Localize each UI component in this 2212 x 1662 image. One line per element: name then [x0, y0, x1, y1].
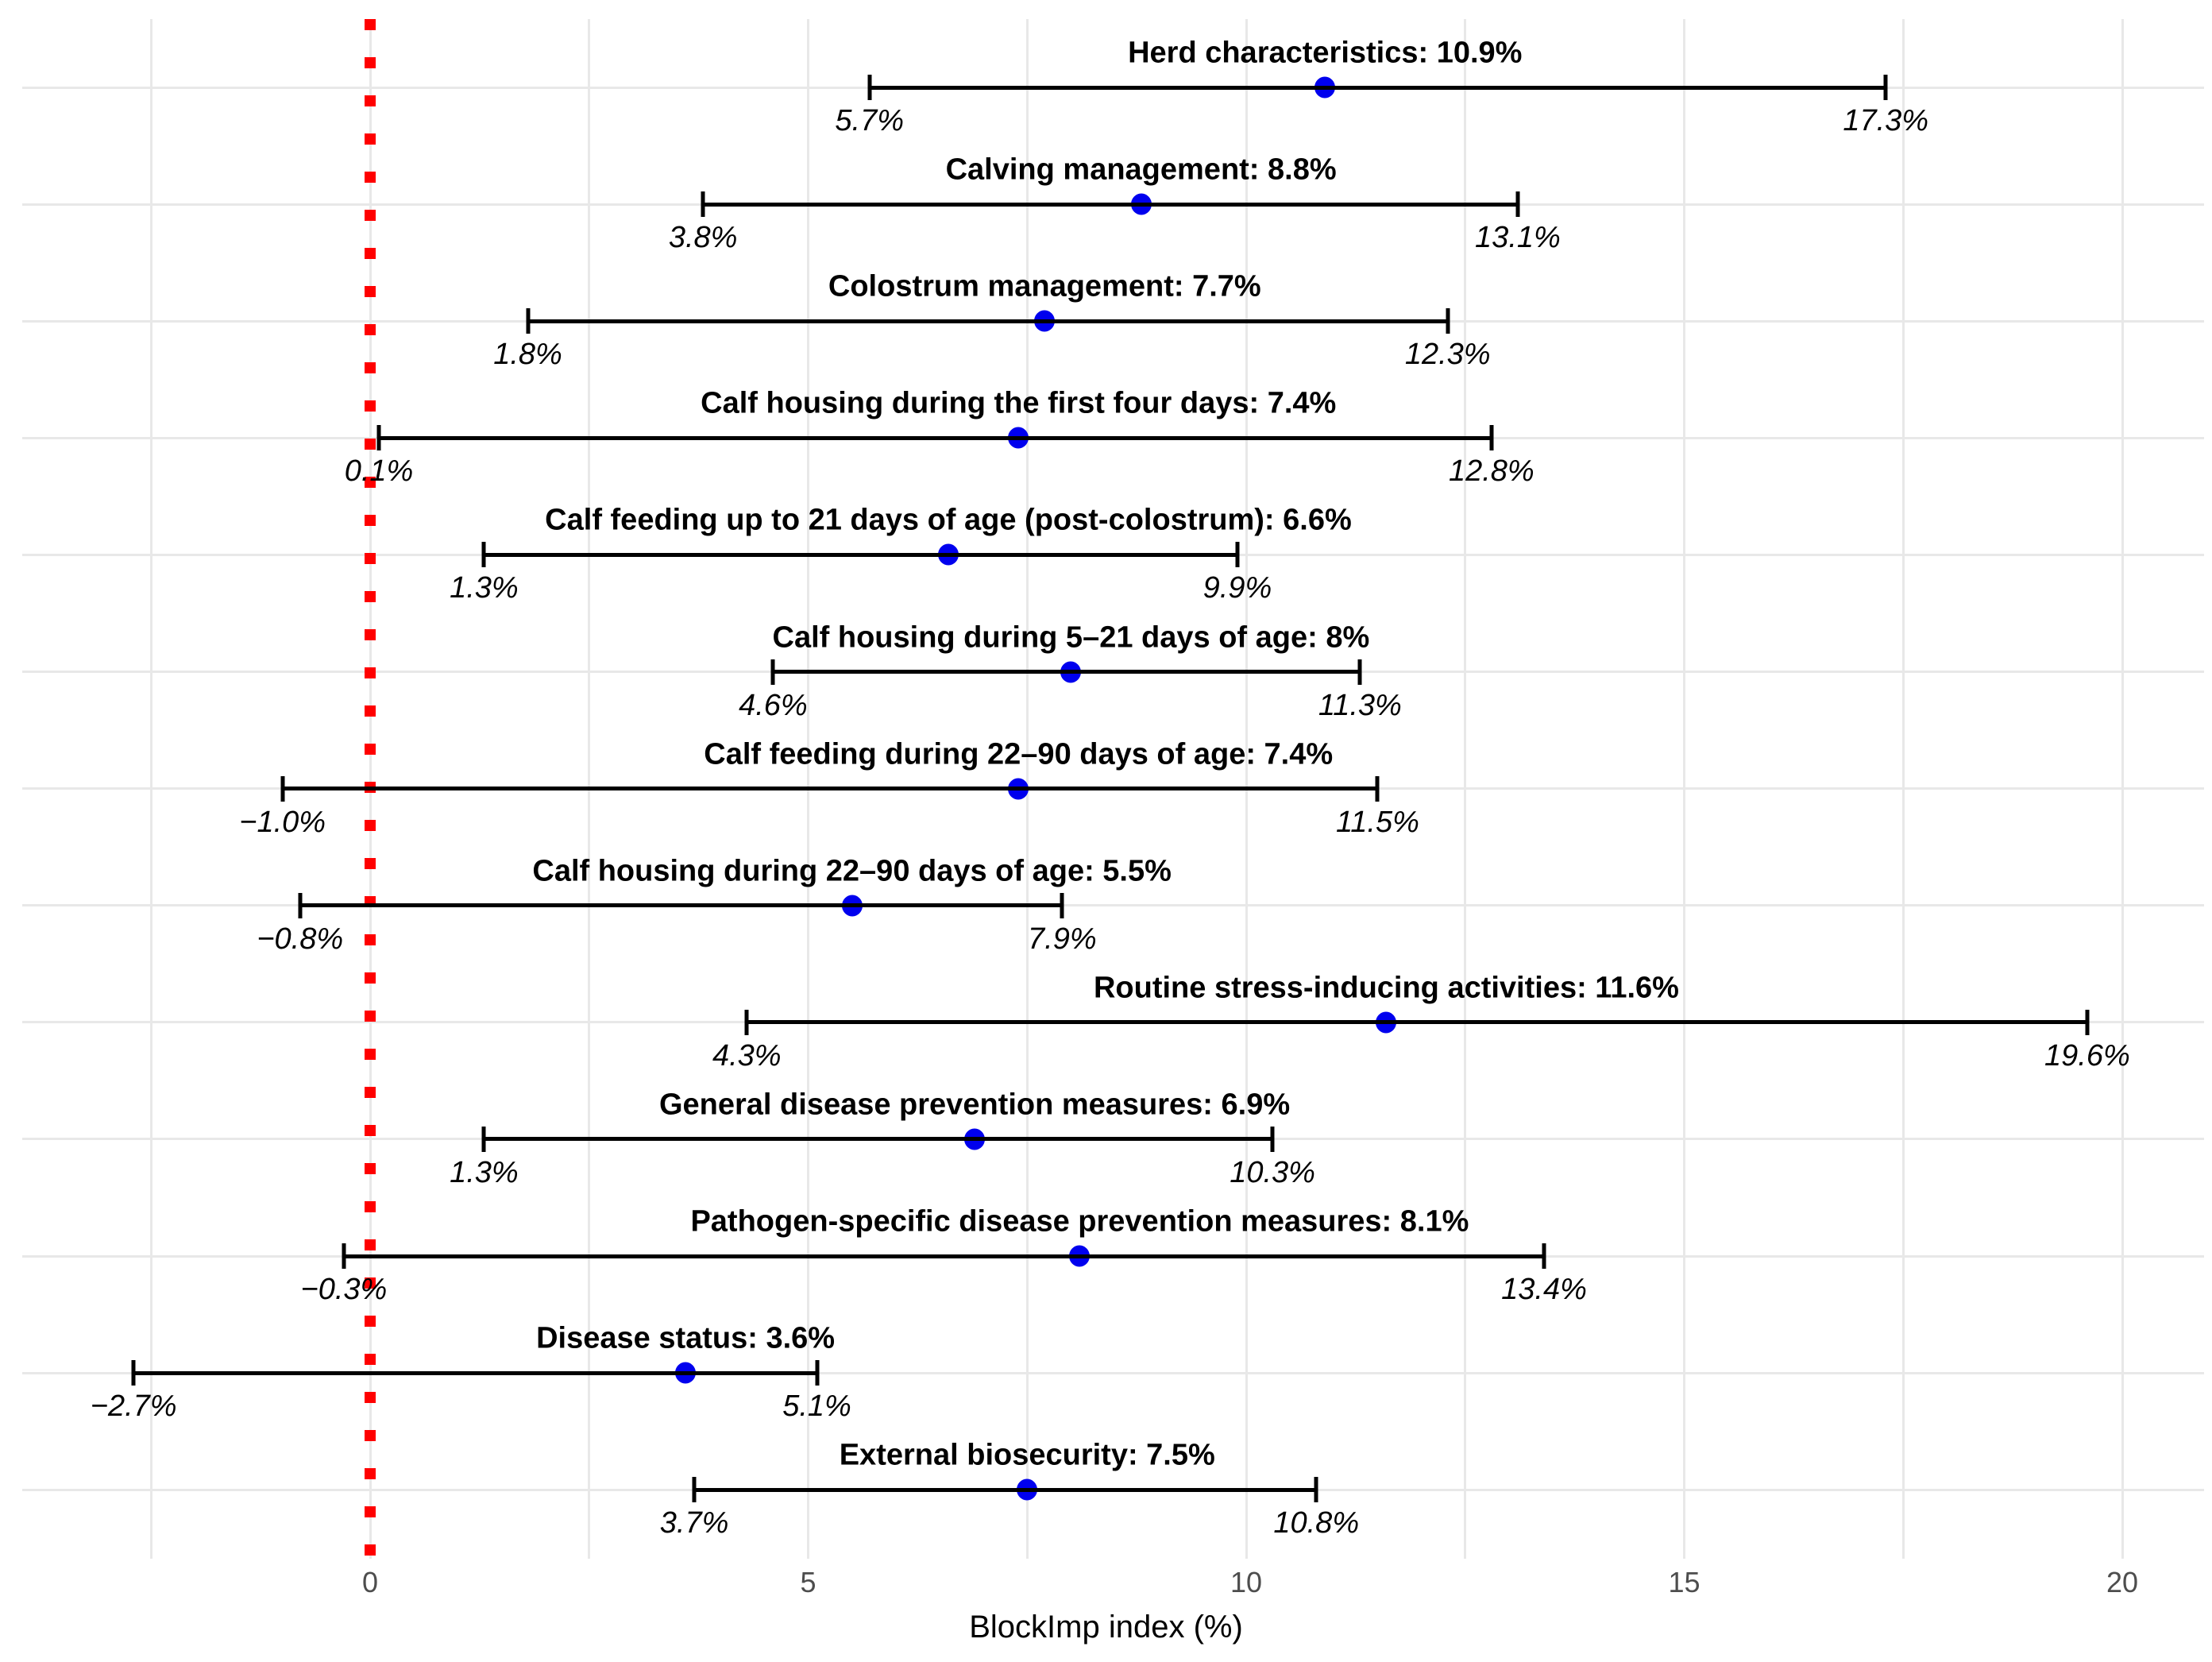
- row-label: Herd characteristics: 10.9%: [1128, 36, 1523, 70]
- interval-line: [869, 85, 1886, 90]
- interval-line: [747, 1020, 2087, 1025]
- row-label: Pathogen-specific disease prevention mea…: [690, 1204, 1469, 1239]
- interval-cap-left: [481, 542, 486, 568]
- interval-cap-left: [342, 1243, 346, 1269]
- interval-cap-right: [1489, 425, 1494, 451]
- interval-cap-left: [526, 308, 531, 334]
- interval-line: [343, 1254, 1545, 1258]
- row-label: Calf housing during 5–21 days of age: 8%: [772, 620, 1370, 654]
- lower-bound-label: 1.3%: [450, 1155, 519, 1189]
- interval-line: [703, 202, 1518, 207]
- interval-line: [299, 903, 1063, 908]
- interval-cap-right: [1446, 308, 1450, 334]
- upper-bound-label: 10.3%: [1230, 1155, 1315, 1189]
- interval-line: [282, 787, 1378, 791]
- interval-cap-right: [1883, 75, 1888, 100]
- lower-bound-label: −2.7%: [90, 1390, 177, 1424]
- row-label: Calf feeding during 22–90 days of age: 7…: [704, 737, 1334, 771]
- row-label: Calf housing during the first four days:…: [701, 386, 1337, 420]
- lower-bound-label: −0.3%: [300, 1273, 388, 1306]
- lower-bound-label: −1.0%: [239, 805, 326, 839]
- row-label: External biosecurity: 7.5%: [839, 1438, 1215, 1472]
- gridline-horizontal: [22, 904, 2204, 907]
- row-label: Calving management: 8.8%: [945, 153, 1337, 187]
- x-tick-label: 0: [361, 1566, 379, 1598]
- lower-bound-label: 5.7%: [835, 104, 905, 137]
- row-label: Disease status: 3.6%: [536, 1321, 836, 1355]
- row-label: Colostrum management: 7.7%: [828, 269, 1261, 303]
- interval-cap-right: [1542, 1243, 1546, 1269]
- lower-bound-label: 4.6%: [739, 688, 808, 722]
- interval-line: [484, 552, 1237, 557]
- upper-bound-label: 11.3%: [1318, 688, 1402, 722]
- interval-cap-right: [1515, 191, 1520, 218]
- lower-bound-label: 3.8%: [668, 221, 738, 255]
- interval-cap-left: [131, 1360, 136, 1386]
- interval-line: [773, 670, 1361, 674]
- interval-cap-right: [1060, 892, 1064, 918]
- interval-cap-left: [770, 659, 775, 685]
- x-axis-title: BlockImp index (%): [969, 1610, 1243, 1645]
- lower-bound-label: 0.1%: [344, 454, 414, 489]
- upper-bound-label: 5.1%: [782, 1390, 851, 1424]
- interval-line: [133, 1370, 817, 1375]
- gridline-horizontal: [22, 1371, 2204, 1374]
- interval-cap-left: [867, 75, 872, 100]
- interval-cap-left: [481, 1126, 486, 1152]
- interval-cap-left: [298, 892, 303, 918]
- interval-cap-right: [1375, 775, 1380, 802]
- interval-cap-left: [280, 775, 285, 802]
- upper-bound-label: 12.3%: [1404, 338, 1491, 372]
- upper-bound-label: 7.9%: [1028, 922, 1097, 956]
- upper-bound-label: 17.3%: [1843, 104, 1929, 137]
- interval-cap-right: [2085, 1009, 2090, 1035]
- x-tick-label: 5: [800, 1566, 816, 1598]
- lower-bound-label: 3.7%: [659, 1506, 729, 1540]
- row-label: General disease prevention measures: 6.9…: [658, 1088, 1291, 1122]
- x-tick-label: 10: [1230, 1566, 1263, 1598]
- interval-cap-right: [1270, 1126, 1275, 1152]
- lower-bound-label: 4.3%: [712, 1038, 782, 1073]
- interval-cap-left: [376, 425, 381, 451]
- interval-line: [379, 435, 1492, 440]
- upper-bound-label: 13.1%: [1475, 221, 1561, 255]
- lower-bound-label: −0.8%: [257, 922, 344, 956]
- x-tick-label: 15: [1668, 1566, 1700, 1598]
- interval-cap-left: [701, 191, 705, 218]
- row-label: Calf housing during 22–90 days of age: 5…: [532, 854, 1172, 888]
- interval-cap-right: [1357, 659, 1362, 685]
- upper-bound-label: 13.4%: [1501, 1273, 1587, 1306]
- x-tick-label: 20: [2106, 1566, 2139, 1598]
- upper-bound-label: 10.8%: [1273, 1506, 1360, 1540]
- reference-line-zero: [365, 19, 376, 1578]
- interval-line: [694, 1487, 1317, 1492]
- lower-bound-label: 1.8%: [493, 338, 562, 372]
- interval-cap-right: [1235, 542, 1240, 568]
- upper-bound-label: 19.6%: [2044, 1038, 2130, 1073]
- interval-cap-right: [815, 1360, 820, 1386]
- upper-bound-label: 9.9%: [1203, 571, 1272, 605]
- interval-cap-right: [1314, 1477, 1318, 1503]
- interval-cap-left: [744, 1009, 749, 1035]
- lower-bound-label: 1.3%: [450, 571, 519, 605]
- interval-line: [484, 1137, 1273, 1142]
- interval-line: [527, 319, 1448, 323]
- row-label: Routine stress-inducing activities: 11.6…: [1093, 971, 1679, 1005]
- upper-bound-label: 11.5%: [1335, 805, 1419, 839]
- upper-bound-label: 12.8%: [1448, 454, 1535, 489]
- interval-cap-left: [692, 1477, 697, 1503]
- row-label: Calf feeding up to 21 days of age (post-…: [545, 503, 1352, 537]
